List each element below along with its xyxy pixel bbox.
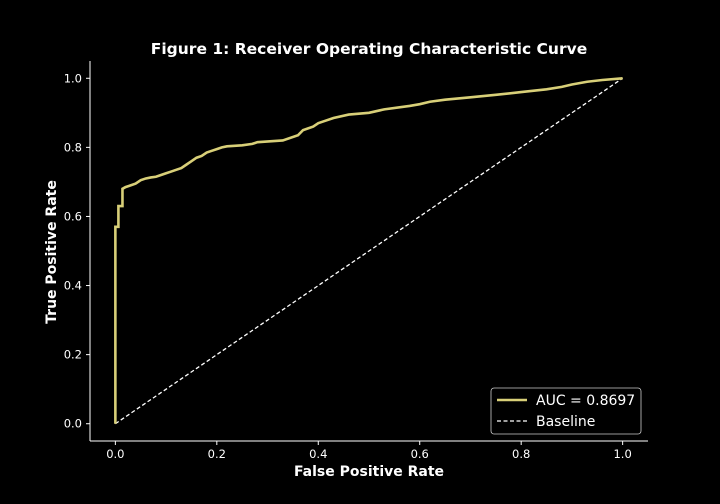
ticks: 0.0 0.2 0.4 0.6 0.8 1.0 0.0 0.2 0.4 0.6 0.8 1.0 — [64, 71, 632, 461]
chart-title: Figure 1: Receiver Operating Characteris… — [151, 40, 587, 58]
axes — [89, 61, 648, 442]
y-tick-label: 0.8 — [64, 140, 82, 154]
x-tick-label: 0.0 — [106, 447, 124, 461]
plot-area — [114, 76, 624, 425]
x-tick-label: 1.0 — [613, 447, 631, 461]
y-tick-label: 1.0 — [64, 71, 82, 85]
y-axis-label: True Positive Rate — [44, 180, 60, 324]
y-tick-label: 0.2 — [64, 348, 82, 362]
x-tick-label: 0.6 — [411, 447, 429, 461]
y-tick-label: 0.0 — [64, 417, 82, 431]
legend-baseline-label: Baseline — [536, 414, 595, 430]
x-axis-label: False Positive Rate — [294, 464, 444, 480]
roc-series-line — [114, 76, 623, 424]
y-tick-label: 0.6 — [64, 209, 82, 223]
legend: AUC = 0.8697 Baseline — [490, 387, 642, 435]
y-tick-label: 0.4 — [64, 279, 82, 293]
baseline-series-line — [114, 77, 624, 425]
legend-roc-label: AUC = 0.8697 — [536, 393, 635, 409]
legend-box — [490, 387, 642, 435]
x-tick-label: 0.2 — [208, 447, 226, 461]
x-tick-label: 0.4 — [309, 447, 327, 461]
x-tick-label: 0.8 — [512, 447, 530, 461]
